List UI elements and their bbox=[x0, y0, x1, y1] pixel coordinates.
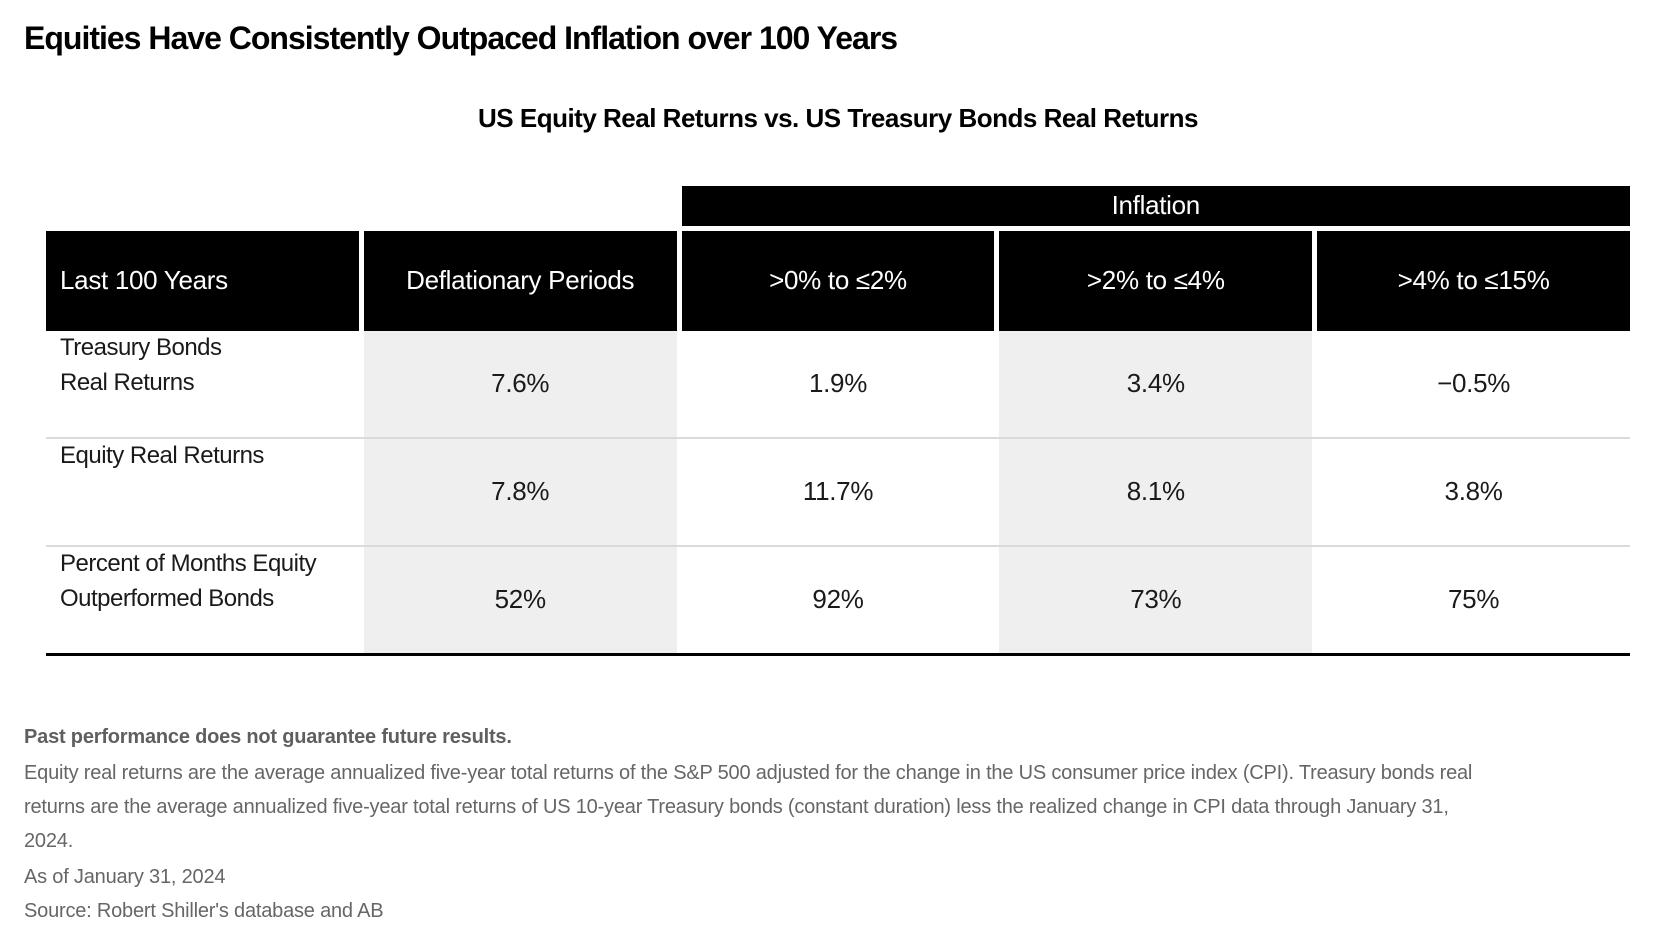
as-of-date: As of January 31, 2024 bbox=[24, 865, 226, 888]
row-label-treasury-bonds: Treasury Bonds Real Returns bbox=[46, 331, 359, 437]
column-header-last-100-years: Last 100 Years bbox=[46, 230, 359, 331]
column-header-deflationary-periods: Deflationary Periods bbox=[363, 230, 677, 331]
cell-percent-4-15: 75% bbox=[1448, 584, 1500, 615]
row-label-line: Treasury Bonds bbox=[60, 333, 222, 361]
inflation-group-header: Inflation bbox=[681, 185, 1630, 226]
chart-area: US Equity Real Returns vs. US Treasury B… bbox=[46, 103, 1630, 656]
row-label-line: Percent of Months Equity bbox=[60, 549, 317, 577]
row-label-line: Equity Real Returns bbox=[60, 441, 264, 469]
row-label-line: Outperformed Bonds bbox=[60, 584, 274, 612]
cell-percent-deflationary: 52% bbox=[363, 546, 677, 653]
cell-percent-0-2: 92% bbox=[812, 584, 864, 615]
cell-equity-0-2: 11.7% bbox=[802, 476, 874, 507]
cell-treasury-0-2: 1.9% bbox=[808, 368, 868, 399]
chart-subtitle: US Equity Real Returns vs. US Treasury B… bbox=[478, 102, 1198, 133]
header-gap bbox=[46, 225, 1630, 231]
performance-disclaimer: Past performance does not guarantee futu… bbox=[24, 725, 512, 748]
cell-equity-deflationary: 7.8% bbox=[363, 438, 677, 545]
row-divider bbox=[46, 544, 1630, 547]
row-label-percent-months: Percent of Months Equity Outperformed Bo… bbox=[46, 547, 359, 653]
column-header-2-to-4: >2% to ≤4% bbox=[999, 230, 1313, 331]
cell-treasury-4-15: −0.5% bbox=[1437, 368, 1511, 399]
page-title: Equities Have Consistently Outpaced Infl… bbox=[24, 20, 898, 56]
cell-treasury-deflationary: 7.6% bbox=[363, 330, 677, 437]
returns-table: Inflation Last 100 Years Deflationary Pe… bbox=[46, 185, 1630, 656]
column-header-4-to-15: >4% to ≤15% bbox=[1317, 230, 1630, 331]
table-bottom-rule bbox=[46, 652, 1630, 656]
cell-treasury-2-4: 3.4% bbox=[999, 330, 1313, 437]
row-label-equity: Equity Real Returns bbox=[46, 439, 359, 545]
footnotes: Past performance does not guarantee futu… bbox=[24, 720, 1640, 928]
column-header-0-to-2: >0% to ≤2% bbox=[681, 230, 995, 331]
cell-equity-4-15: 3.8% bbox=[1444, 476, 1503, 507]
row-label-line: Real Returns bbox=[60, 368, 195, 396]
methodology-note: Equity real returns are the average annu… bbox=[24, 761, 1473, 852]
cell-equity-2-4: 8.1% bbox=[999, 438, 1313, 545]
row-divider bbox=[46, 436, 1630, 439]
source-note: Source: Robert Shiller's database and AB bbox=[24, 899, 384, 922]
table-corner-spacer bbox=[46, 185, 677, 226]
cell-percent-2-4: 73% bbox=[999, 546, 1313, 653]
